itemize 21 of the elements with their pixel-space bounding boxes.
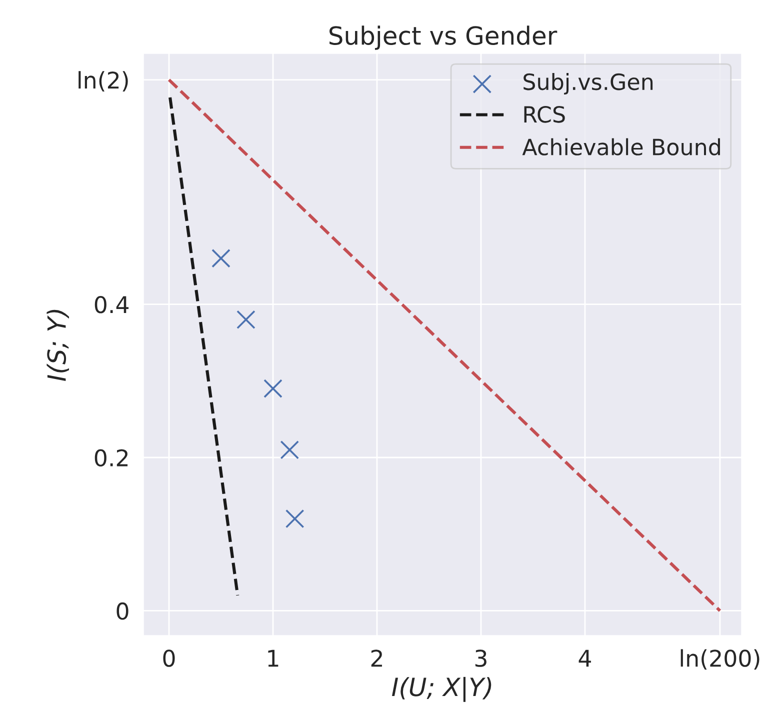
chart-title: Subject vs Gender	[330, 26, 558, 50]
y-axis-title: I(S; Y)	[46, 310, 69, 382]
x-tick-label: 2	[371, 650, 382, 667]
x-tick-label: 0	[163, 650, 175, 667]
point	[212, 248, 230, 268]
x-axis-title: I(U; X|Y)	[392, 676, 492, 702]
y-tick-label: 0.4	[94, 296, 129, 314]
x-tick-label: 3	[475, 650, 486, 667]
point	[264, 379, 282, 398]
y-tick-label: 0	[116, 602, 128, 620]
y-tick-label: ln(2)	[78, 71, 128, 92]
y-tick-label: 0.2	[94, 449, 128, 467]
x-tick-label: ln(200)	[680, 649, 760, 670]
point	[236, 310, 256, 330]
point	[280, 440, 300, 460]
legend-label: RCS	[524, 106, 565, 123]
point	[285, 509, 304, 528]
legend-label: Subj.vs.Gen	[524, 73, 653, 95]
x-tick-label: 1	[268, 650, 278, 667]
legend-label: Achievable Bound	[522, 138, 720, 156]
x-tick-label: 4	[578, 650, 591, 667]
